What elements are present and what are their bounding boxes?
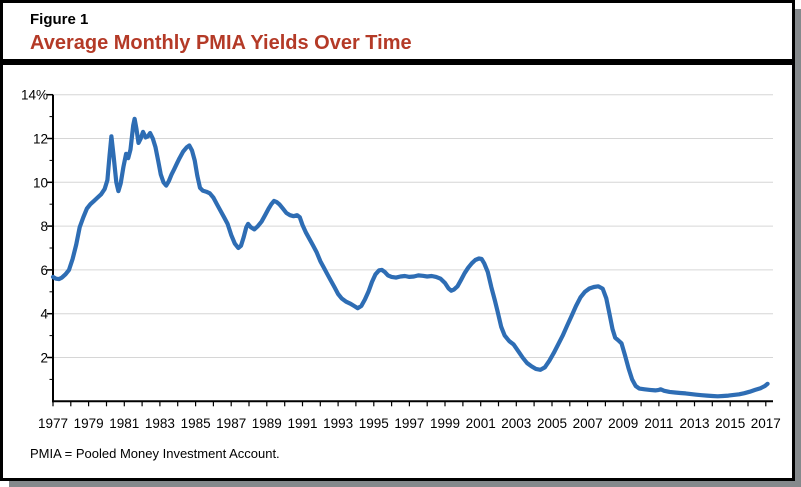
drop-shadow-right	[795, 9, 801, 487]
pmia-yield-line-chart: 14% 12 10 8 6 4 2 1977 1979 1981 1983 1985 1987 1989 1…	[21, 88, 781, 431]
x-axis-label: 2001	[466, 416, 496, 431]
x-axis-label: 1997	[394, 416, 424, 431]
x-axis-label: 1987	[216, 416, 246, 431]
figure-title: Average Monthly PMIA Yields Over Time	[30, 32, 412, 54]
y-axis-label: 8	[40, 219, 48, 234]
y-axis-label: 6	[40, 263, 48, 278]
y-axis-label: 2	[40, 351, 48, 366]
x-axis-label: 1995	[359, 416, 389, 431]
x-axis-label: 2009	[608, 416, 638, 431]
x-axis-label: 2007	[573, 416, 603, 431]
y-axis-label: 12	[33, 132, 48, 147]
x-axis-label: 1977	[38, 416, 68, 431]
x-axis-label: 1991	[287, 416, 317, 431]
x-axis-label: 1979	[74, 416, 104, 431]
x-axis-label: 2005	[537, 416, 567, 431]
x-axis-label: 2017	[751, 416, 781, 431]
figure-number: Figure 1	[30, 11, 89, 28]
x-axis-label: 2015	[715, 416, 745, 431]
y-axis-label: 14%	[21, 88, 48, 103]
title-divider-rule	[3, 59, 792, 65]
pmia-yield-series-line	[50, 116, 770, 399]
x-axis-label: 1981	[109, 416, 139, 431]
x-axis-label: 2013	[679, 416, 709, 431]
figure-footnote: PMIA = Pooled Money Investment Account.	[30, 446, 280, 461]
drop-shadow-bottom	[9, 481, 795, 487]
x-axis-label: 1985	[181, 416, 211, 431]
x-axis-label: 1983	[145, 416, 175, 431]
x-axis-label: 1989	[252, 416, 282, 431]
figure-content: Figure 1 Average Monthly PMIA Yields Ove…	[3, 3, 792, 478]
y-axis-label: 4	[40, 307, 48, 322]
x-axis-label: 1993	[323, 416, 353, 431]
x-axis-label: 2003	[501, 416, 531, 431]
x-axis-label: 1999	[430, 416, 460, 431]
x-axis-label: 2011	[644, 416, 673, 431]
y-axis-label: 10	[33, 175, 48, 190]
